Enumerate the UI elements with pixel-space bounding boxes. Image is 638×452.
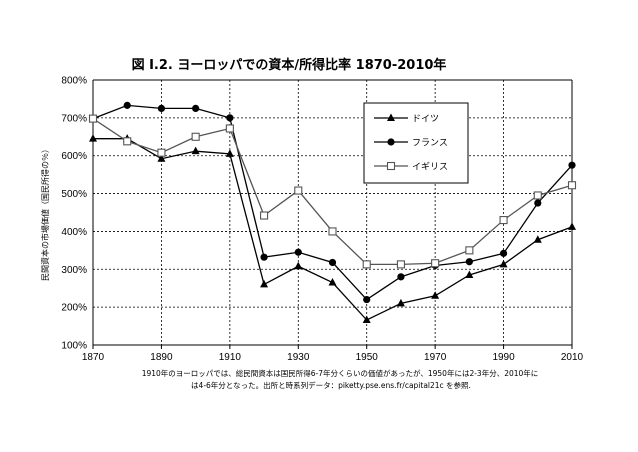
legend-label: ドイツ bbox=[412, 115, 439, 125]
point-circle bbox=[387, 138, 395, 146]
point-triangle bbox=[260, 279, 269, 288]
x-tick-label: 1950 bbox=[356, 352, 379, 363]
point-square bbox=[567, 181, 577, 190]
y-ticks: 100% 200% 300% 400% 500% 600% 700% 800% bbox=[61, 76, 87, 352]
point-circle bbox=[568, 161, 576, 169]
chart-title: 図 I.2. ヨーロッパでの資本/所得比率 1870-2010年 bbox=[132, 57, 447, 73]
point-square bbox=[123, 137, 132, 146]
point-triangle bbox=[431, 291, 440, 299]
point-triangle bbox=[89, 134, 97, 142]
series-square bbox=[88, 114, 577, 269]
point-square bbox=[386, 161, 396, 171]
point-circle bbox=[123, 101, 131, 109]
series-line bbox=[92, 118, 573, 266]
point-triangle bbox=[362, 315, 371, 324]
x-tick-label: 1910 bbox=[219, 352, 242, 363]
x-tick-label: 2010 bbox=[561, 352, 584, 363]
point-triangle bbox=[191, 146, 200, 155]
series-layer bbox=[88, 101, 577, 324]
x-tick-label: 1990 bbox=[492, 352, 515, 363]
series-circle bbox=[89, 101, 576, 304]
point-circle bbox=[465, 258, 473, 266]
point-circle bbox=[294, 248, 302, 256]
y-tick-label: 200% bbox=[61, 303, 87, 314]
x-ticks: 1870 1890 1910 1930 1950 1970 1990 2010 bbox=[82, 352, 584, 363]
y-tick-label: 300% bbox=[61, 265, 87, 276]
point-square bbox=[225, 124, 234, 133]
y-tick-label: 500% bbox=[61, 189, 87, 200]
point-triangle bbox=[328, 278, 337, 286]
point-circle bbox=[192, 104, 200, 112]
y-tick-label: 800% bbox=[61, 76, 87, 87]
point-triangle bbox=[396, 298, 405, 307]
y-tick-label: 100% bbox=[61, 341, 87, 352]
x-tick-label: 1970 bbox=[424, 352, 447, 363]
caption-line-2: は4-6年分となった。出所と時系列データ：piketty.pse.ens.fr/… bbox=[191, 380, 471, 390]
point-square bbox=[499, 216, 508, 225]
point-triangle bbox=[465, 270, 474, 278]
point-square bbox=[431, 259, 440, 268]
point-circle bbox=[397, 273, 405, 281]
point-circle bbox=[226, 114, 234, 122]
point-triangle bbox=[294, 261, 303, 270]
y-tick-label: 700% bbox=[61, 113, 87, 124]
point-square bbox=[260, 211, 269, 220]
series-triangle bbox=[89, 134, 576, 324]
point-circle bbox=[260, 253, 268, 261]
point-square bbox=[396, 260, 405, 269]
caption-line-1: 1910年のヨーロッパでは、総民間資本は国民所得6-7年分くらいの価値があったが… bbox=[142, 368, 539, 378]
point-circle bbox=[534, 199, 542, 207]
point-square bbox=[328, 227, 337, 236]
legend-label: イギリス bbox=[412, 162, 448, 173]
point-triangle bbox=[568, 222, 576, 230]
point-square bbox=[294, 186, 303, 195]
y-axis-label: 民間資本の市場価値（国民所得の％） bbox=[40, 145, 50, 281]
x-tick-label: 1870 bbox=[82, 352, 105, 363]
y-tick-label: 600% bbox=[61, 151, 87, 162]
point-square bbox=[465, 246, 474, 255]
point-triangle bbox=[499, 259, 508, 268]
point-square bbox=[157, 148, 166, 157]
point-square bbox=[88, 114, 98, 123]
y-tick-label: 400% bbox=[61, 227, 87, 238]
point-square bbox=[191, 132, 200, 141]
point-circle bbox=[363, 295, 371, 304]
grid bbox=[92, 79, 573, 349]
legend-box bbox=[363, 102, 469, 184]
point-triangle bbox=[225, 149, 234, 157]
point-triangle bbox=[533, 235, 542, 243]
point-circle bbox=[499, 249, 508, 257]
x-tick-label: 1930 bbox=[287, 352, 310, 363]
point-triangle bbox=[157, 154, 166, 162]
x-tick-label: 1890 bbox=[150, 352, 173, 363]
series-line bbox=[92, 104, 573, 301]
point-square bbox=[362, 260, 371, 269]
point-square bbox=[533, 191, 542, 200]
point-circle bbox=[157, 104, 166, 112]
point-circle bbox=[328, 258, 337, 267]
legend-label: フランス bbox=[412, 138, 448, 149]
point-triangle bbox=[387, 113, 395, 121]
